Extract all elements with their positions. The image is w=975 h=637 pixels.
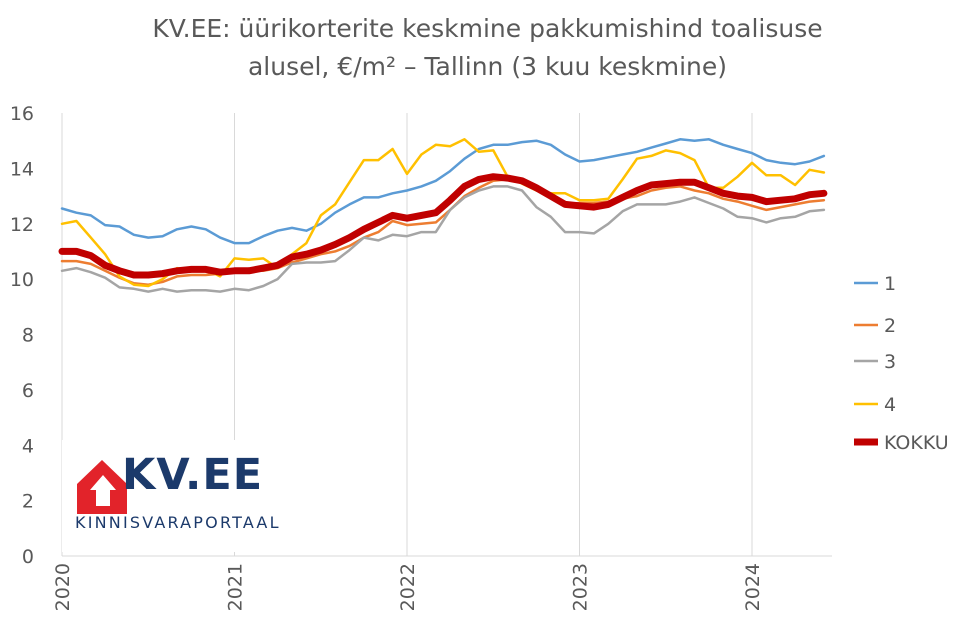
logo-text: KV.EE [122,450,264,500]
x-tick-label: 2022 [397,563,419,611]
kv-ee-logo: KV.EE KINNISVARAPORTAAL [62,440,300,552]
x-tick-label: 2024 [742,563,764,611]
y-tick-label: 16 [10,103,34,125]
chart-title: KV.EE: üürikorterite keskmine pakkumishi… [0,10,975,86]
y-tick-label: 10 [10,269,34,291]
legend-label-1: 1 [884,273,896,295]
x-tick-label: 2020 [52,563,74,611]
legend-label-2: 2 [884,315,896,337]
x-tick-label: 2021 [225,563,247,611]
y-tick-label: 4 [22,435,34,457]
chart-title-line-1: KV.EE: üürikorterite keskmine pakkumishi… [152,14,823,43]
legend-label-3: 3 [884,351,896,373]
x-axis-tick-labels: 2020 2021 2022 2023 2024 [52,563,764,611]
series-line-2 [60,178,826,286]
house-arrow-icon [77,460,127,514]
series-line-4 [60,138,826,288]
series-line-3 [60,185,826,293]
legend: 1 2 3 4 KOKKU [854,273,949,454]
legend-label-4: 4 [884,394,896,416]
logo-subtitle: KINNISVARAPORTAAL [75,513,281,532]
chart-title-line-2: alusel, €/m² – Tallinn (3 kuu keskmine) [247,52,728,81]
x-tick-label: 2023 [570,563,592,611]
y-axis-tick-labels: 0 2 4 6 8 10 12 14 16 [10,103,34,568]
y-tick-label: 0 [22,546,34,568]
y-tick-label: 14 [10,158,34,180]
series-lines [58,138,828,293]
series-line-kokku [58,173,828,279]
grid-lines [61,113,832,557]
y-tick-label: 8 [22,325,34,347]
y-tick-label: 6 [22,380,34,402]
series-line-1 [60,138,826,245]
y-tick-label: 2 [22,491,34,513]
y-tick-label: 12 [10,214,34,236]
legend-label-kokku: KOKKU [884,432,949,454]
